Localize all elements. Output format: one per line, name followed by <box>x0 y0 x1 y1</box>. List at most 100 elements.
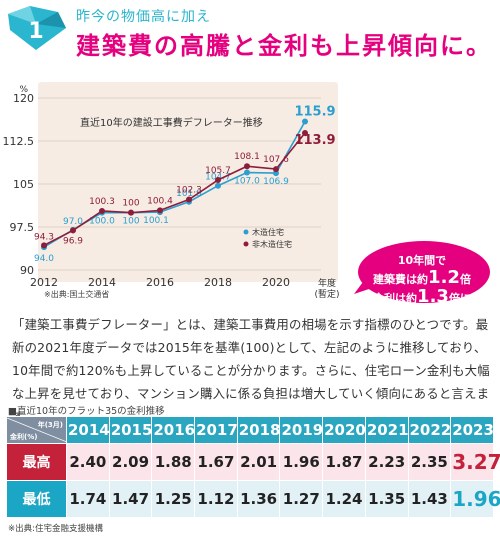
rate-table-corner: 年(3月) 金利(%) <box>6 416 67 444</box>
y-tick-label: 120 <box>13 92 34 105</box>
legend-label: 木造住宅 <box>252 227 284 237</box>
rate-cell: 2.09 <box>108 443 153 481</box>
rate-cell: 1.67 <box>194 443 238 481</box>
data-label: 105.7 <box>205 166 231 176</box>
callout-line3: 金利は約1.3倍に <box>373 286 471 307</box>
data-label: 115.9 <box>294 105 335 120</box>
x-axis-label: 年度 <box>318 277 336 289</box>
rate-cell: 1.43 <box>407 480 452 518</box>
chart-plot-bg <box>38 82 338 282</box>
chart-title: 直近10年の建設工事費デフレーター推移 <box>80 116 263 129</box>
rate-row-label: 最高 <box>6 443 67 481</box>
callout-bubble <box>354 241 490 303</box>
rate-cell: 1.25 <box>151 480 196 518</box>
rate-cell: 1.88 <box>151 443 196 481</box>
data-label: 94.3 <box>34 232 54 242</box>
rate-table-title: ■直近10年のフラット35の金利推移 <box>8 406 165 417</box>
rate-cell: 1.36 <box>236 480 281 518</box>
year-header-cell: 2017 <box>194 416 238 444</box>
data-label: 102.3 <box>176 185 202 195</box>
x-tick-label: 2020 <box>262 276 290 289</box>
data-label: 100 <box>122 199 139 209</box>
data-label: 100.1 <box>143 216 169 226</box>
rate-row-high: 最高 2.40 2.09 1.88 1.67 2.01 1.96 1.87 2.23 2.35 3… <box>6 443 500 481</box>
legend-marker <box>243 229 249 235</box>
rate-cell: 1.24 <box>322 480 366 518</box>
callout-line2: 建築費は約1.2倍 <box>373 267 471 288</box>
section-number-badge: 1 <box>8 6 66 50</box>
data-point <box>215 182 221 189</box>
series-line-1 <box>43 132 306 247</box>
data-label: 107.6 <box>263 155 289 165</box>
data-point <box>99 207 105 214</box>
rate-cell: 1.27 <box>279 480 324 518</box>
data-point <box>215 176 221 183</box>
data-label: 106.9 <box>263 177 289 187</box>
data-label: 100 <box>122 217 139 227</box>
data-point <box>302 129 308 136</box>
y-tick-label: 112.5 <box>3 135 35 148</box>
rate-cell: 1.47 <box>108 480 153 518</box>
year-header-cell: 2022 <box>407 416 451 444</box>
year-header-cell: 2020 <box>322 416 366 444</box>
year-header-cell: 2019 <box>279 416 323 444</box>
rate-cell: 1.96 <box>450 480 500 518</box>
x-tick-label: 2018 <box>204 276 232 289</box>
rate-cell: 1.87 <box>322 443 366 481</box>
data-label: 97.0 <box>63 217 83 227</box>
rate-cell: 1.74 <box>66 480 110 518</box>
header-subtitle: 昨今の物価高に加え <box>76 9 211 25</box>
x-axis-sublabel: (暫定) <box>314 288 339 300</box>
rate-cell: 1.96 <box>279 443 324 481</box>
legend-marker <box>243 241 249 247</box>
badge-number: 1 <box>28 19 43 44</box>
data-point <box>273 166 279 173</box>
data-point <box>70 227 76 234</box>
year-header-cell: 2015 <box>108 416 152 444</box>
rate-cell: 1.12 <box>194 480 238 518</box>
data-label: 107.0 <box>234 177 260 187</box>
data-point <box>244 163 250 170</box>
deflator-chart: 90 97.5 105 112.5 120% 2012 2014 2016 2018 2020 年度… <box>0 72 500 312</box>
y-tick-label: 105 <box>13 178 34 191</box>
data-label: 108.1 <box>234 152 260 162</box>
data-label: 96.9 <box>63 236 83 246</box>
data-label: 113.9 <box>294 133 335 148</box>
x-tick-label: 2012 <box>30 276 58 289</box>
legend-label: 非木造住宅 <box>252 239 292 249</box>
year-header-cell: 2018 <box>236 416 281 444</box>
rate-table-header: 年(3月) 金利(%) 2014 2015 2016 2017 2018 2019 2020… <box>6 416 494 444</box>
x-tick-label: 2014 <box>88 276 116 289</box>
callout-line1: 10年間で <box>397 254 447 267</box>
deflator-chart-svg: 90 97.5 105 112.5 120% 2012 2014 2016 2018 2020 年度… <box>3 82 340 300</box>
data-label: 100.4 <box>147 196 173 206</box>
header-title: 建築費の高騰と金利も上昇傾向に。 <box>76 32 492 60</box>
svg-text:金利(%): 金利(%) <box>9 432 37 441</box>
y-axis-unit: % <box>19 85 28 95</box>
rate-cell: 1.35 <box>364 480 409 518</box>
data-point <box>157 207 163 214</box>
y-tick-label: 97.5 <box>10 221 35 234</box>
year-header-cell: 2023 <box>450 416 494 444</box>
data-point <box>41 242 47 249</box>
rate-table-source: ※出典:住宅金融支援機構 <box>8 524 103 534</box>
rate-cell: 3.27 <box>450 443 500 481</box>
data-label: 101.9 <box>176 189 202 199</box>
rate-cell: 2.35 <box>407 443 452 481</box>
chart-source: ※出典:国土交通省 <box>44 289 109 299</box>
callout-text: 10年間で 建築費は約1.2倍 金利は約1.3倍に <box>352 252 492 307</box>
rate-cell: 2.23 <box>364 443 409 481</box>
svg-text:年(3月): 年(3月) <box>38 420 63 429</box>
rate-cell: 2.40 <box>66 443 110 481</box>
rate-row-label: 最低 <box>6 480 67 518</box>
rate-row-low: 最低 1.74 1.47 1.25 1.12 1.36 1.27 1.24 1.35 1.43 1… <box>6 480 500 518</box>
rate-cell: 2.01 <box>236 443 281 481</box>
data-label: 100.3 <box>89 197 115 207</box>
year-header-cell: 2014 <box>66 416 110 444</box>
rate-table: 年(3月) 金利(%) 2014 2015 2016 2017 2018 2019 2020… <box>6 416 500 518</box>
year-header-cell: 2016 <box>151 416 195 444</box>
data-point <box>244 169 250 176</box>
year-header-cell: 2021 <box>364 416 409 444</box>
description-paragraph: 「建築工事費デフレーター」とは、建築工事費用の相場を示す指標のひとつです。最新の… <box>12 317 490 424</box>
data-label: 100.0 <box>89 217 115 227</box>
